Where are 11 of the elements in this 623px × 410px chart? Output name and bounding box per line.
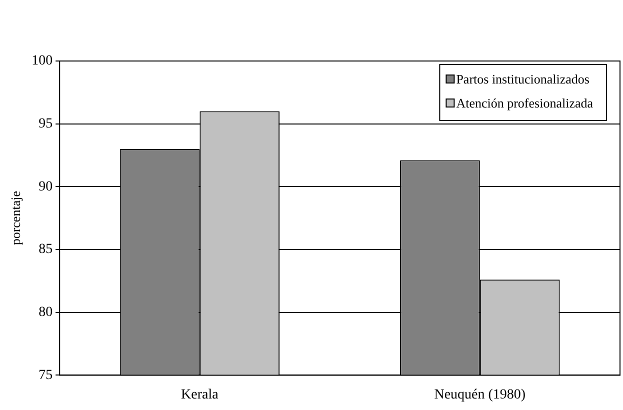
x-tick-label: Neuquén (1980) <box>434 387 526 402</box>
y-tick-label: 75 <box>38 368 53 383</box>
y-axis-title: porcentaje <box>8 190 24 246</box>
y-tick-label: 90 <box>38 179 53 194</box>
legend-label: Atención profesionalizada <box>456 95 594 110</box>
legend-label: Partos institucionalizados <box>456 71 590 86</box>
y-tick-label: 95 <box>38 116 53 132</box>
y-tick-label: 80 <box>38 305 53 320</box>
y-tick-label: 100 <box>32 54 53 69</box>
y-tick-label: 85 <box>38 242 53 258</box>
x-tick-label: Kerala <box>181 387 220 402</box>
